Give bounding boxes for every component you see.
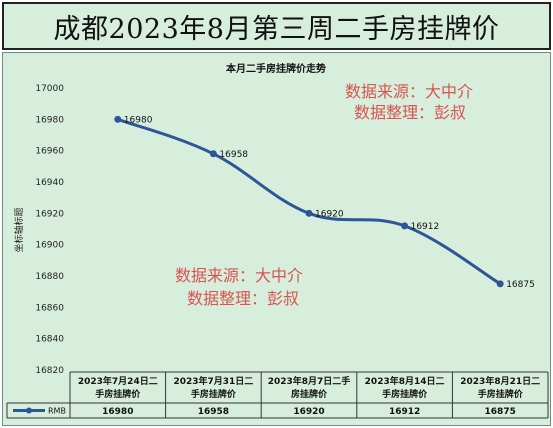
legend-label-rmb: RMB [48,407,66,416]
data-label: 16920 [315,209,344,219]
data-label: 16980 [124,115,153,125]
x-category-label: 2023年7月24日二 [78,375,158,387]
x-category-label: 2023年8月7日二手 [268,375,351,387]
table-value-cell: 16875 [485,407,516,417]
y-axis-title: 坐标轴标题 [13,207,25,252]
data-point [209,150,217,158]
y-tick-label: 17000 [35,84,64,94]
data-point [114,115,122,123]
y-tick-label: 16920 [35,209,64,219]
watermark-source: 数据来源：大中介 [175,266,303,285]
y-tick-label: 16820 [35,366,64,376]
title-banner: 成都2023年8月第三周二手房挂牌价 [2,2,551,50]
table-value-cell: 16958 [198,407,229,417]
x-category-label: 房挂牌价 [291,388,328,400]
table-value-cell: 16912 [389,407,420,417]
x-category-label: 2023年8月21日二 [460,375,540,387]
x-category-label: 手房挂牌价 [95,388,141,400]
y-tick-label: 16860 [35,303,64,313]
y-tick-label: 16960 [35,147,64,157]
chart-title: 本月二手房挂牌价走势 [226,62,326,75]
x-category-label: 手房挂牌价 [478,388,524,400]
x-category-label: 2023年8月14日二 [365,375,445,387]
data-label: 16875 [506,280,535,290]
y-tick-label: 16900 [35,241,64,251]
legend-marker-rmb [26,407,32,414]
series-line-rmb [116,117,502,286]
y-tick-label: 16980 [35,115,64,125]
watermark-source: 数据来源：大中介 [345,82,473,101]
data-label: 16958 [219,150,248,160]
data-point [401,222,409,230]
x-category-label: 2023年7月31日二 [173,375,253,387]
page-title: 成都2023年8月第三周二手房挂牌价 [53,13,500,45]
y-tick-label: 16840 [35,335,64,345]
data-point [496,280,504,288]
watermark-author: 数据整理：彭叔 [354,103,466,122]
watermark-author: 数据整理：彭叔 [187,289,299,308]
data-label: 16912 [411,222,440,232]
x-category-label: 手房挂牌价 [382,388,428,400]
data-point [305,209,313,217]
table-value-cell: 16920 [293,407,324,417]
x-category-label: 手房挂牌价 [191,388,237,400]
chart-area [2,52,551,426]
y-tick-label: 16880 [35,272,64,282]
table-value-cell: 16980 [102,407,133,417]
y-tick-label: 16940 [35,178,64,188]
